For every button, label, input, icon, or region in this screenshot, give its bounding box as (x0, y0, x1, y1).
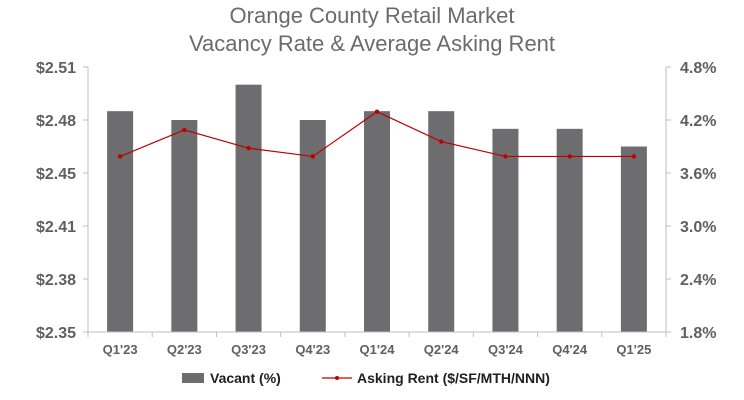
asking-rent-point (182, 127, 187, 133)
chart-title-line-2: Vacancy Rate & Average Asking Rent (189, 31, 555, 56)
right-axis: 1.8% 2.4% 3.0% 3.6% 4.2% 4.8% (665, 60, 716, 342)
right-tick-label: 4.2% (680, 113, 716, 130)
legend-label-asking-rent: Asking Rent ($/SF/MTH/NNN) (357, 370, 550, 386)
asking-rent-point (374, 109, 380, 114)
chart-title-line-1: Orange County Retail Market (230, 3, 515, 28)
asking-rent-point (246, 145, 251, 151)
asking-rent-point (439, 139, 444, 144)
vacancy-bar (428, 111, 455, 333)
legend-swatch-vacant (182, 373, 204, 383)
legend: Vacant (%) Asking Rent ($/SF/MTH/NNN) (182, 370, 550, 386)
x-tick-label: Q4'24 (552, 342, 588, 357)
left-tick-label: $2.38 (36, 272, 76, 289)
x-tick-label: Q1'23 (103, 342, 138, 357)
left-tick-label: $2.51 (36, 60, 76, 77)
left-axis: $2.35 $2.38 $2.41 $2.45 $2.48 $2.51 (36, 60, 89, 342)
vacancy-bar (492, 128, 519, 332)
x-axis: Q1'23 Q2'23 Q3'23 Q4'23 Q1'24 Q2'24 Q3'24 Q4'24… (87, 331, 667, 357)
x-tick-label: Q3'24 (488, 342, 524, 357)
asking-rent-point (567, 154, 572, 159)
left-tick-label: $2.41 (36, 219, 76, 236)
vacancy-bars (107, 84, 647, 333)
x-tick-label: Q4'23 (295, 342, 330, 357)
x-tick-label: Q1'24 (360, 342, 396, 357)
right-tick-label: 4.8% (680, 60, 716, 77)
right-tick-label: 2.4% (680, 272, 716, 289)
asking-rent-point (117, 154, 123, 159)
legend-label-vacant: Vacant (%) (210, 370, 281, 386)
right-tick-label: 1.8% (680, 325, 716, 342)
vacancy-bar (620, 146, 647, 332)
left-tick-label: $2.48 (36, 113, 76, 130)
vacancy-bar (299, 120, 326, 332)
vacancy-bar (235, 84, 262, 333)
asking-rent-point (310, 154, 315, 159)
asking-rent-point (631, 154, 637, 159)
vacancy-bar (107, 111, 134, 333)
right-tick-label: 3.6% (680, 166, 716, 183)
asking-rent-line (117, 109, 637, 159)
x-tick-label: Q1'25 (616, 342, 651, 357)
right-tick-label: 3.0% (680, 219, 716, 236)
left-tick-label: $2.45 (36, 166, 76, 183)
vacancy-bar (364, 111, 390, 333)
legend-marker-asking-rent (335, 376, 339, 380)
vacancy-bar (556, 128, 583, 332)
x-tick-label: Q2'23 (167, 342, 202, 357)
asking-rent-point (503, 154, 508, 159)
vacancy-bar (171, 120, 198, 332)
x-tick-label: Q3'23 (231, 342, 266, 357)
x-tick-label: Q2'24 (424, 342, 460, 357)
left-tick-label: $2.35 (36, 325, 76, 342)
